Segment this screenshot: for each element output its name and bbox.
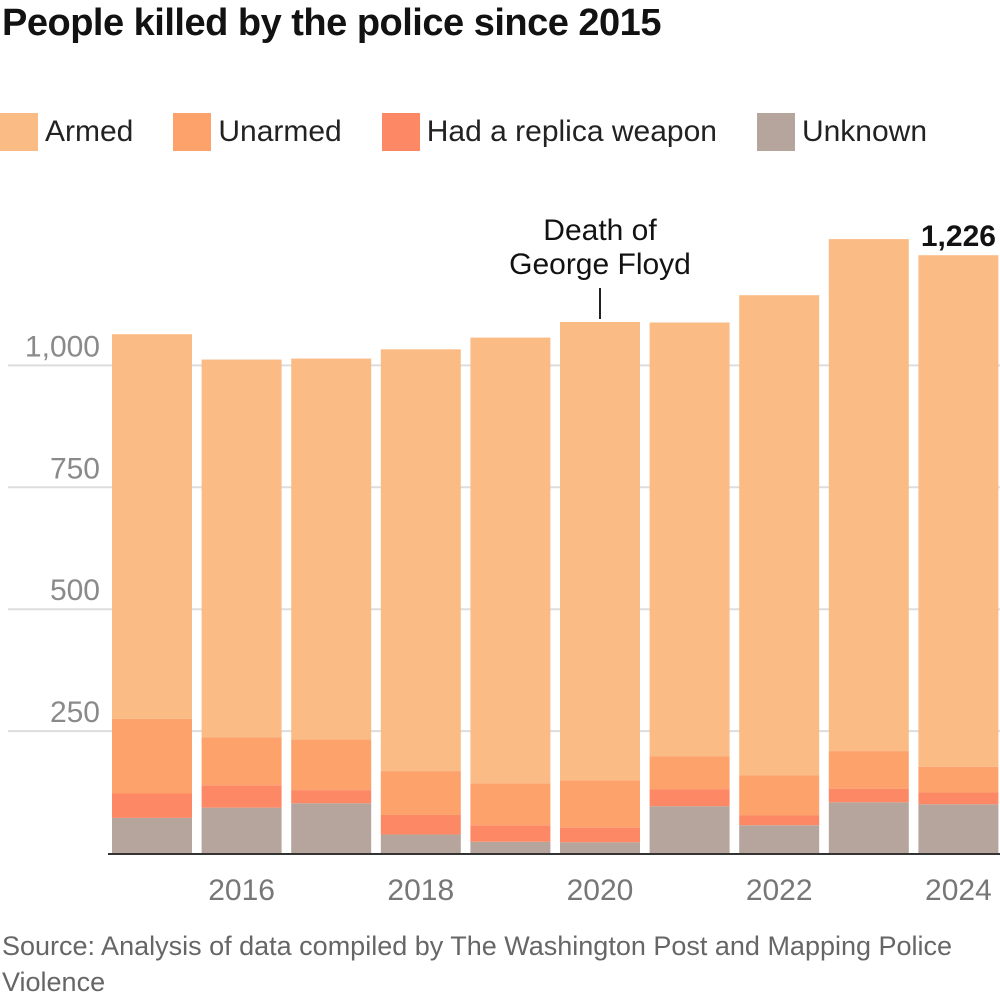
bar-segment-unarmed-2021	[649, 756, 730, 790]
bar-segment-unknown-2022	[739, 825, 820, 853]
bar-segment-had-a-replica-weapon-2021	[649, 789, 730, 807]
bar-segment-unknown-2023	[828, 802, 909, 853]
bar-segment-unknown-2016	[201, 807, 282, 853]
bar-segment-unarmed-2016	[201, 737, 282, 786]
bar-segment-unarmed-2015	[112, 718, 192, 794]
legend-item-unknown: Unknown	[756, 113, 928, 151]
bar-segment-unarmed-2018	[380, 771, 461, 815]
bar-segment-had-a-replica-weapon-2017	[291, 790, 372, 804]
bar-segment-armed-2023	[828, 239, 909, 752]
legend-label-armed: Armed	[45, 115, 134, 148]
bar-segment-unknown-2018	[380, 834, 461, 853]
bar-segment-armed-2018	[380, 349, 461, 772]
bar-segment-had-a-replica-weapon-2024	[918, 792, 999, 805]
annotation-text: Death of George Floyd	[509, 214, 691, 281]
chart-title: People killed by the police since 2015	[2, 2, 661, 44]
x-tick-label: 2018	[387, 874, 454, 907]
bar-segment-armed-2024	[918, 255, 999, 767]
x-tick-label: 2022	[746, 874, 813, 907]
bar-segment-unarmed-2024	[918, 766, 999, 793]
legend-label-unarmed: Unarmed	[218, 115, 342, 148]
bar-segment-unknown-2021	[649, 806, 730, 853]
bar-segment-unknown-2020	[560, 842, 640, 853]
legend-swatch-unknown	[756, 113, 795, 151]
legend-swatch-replica	[381, 113, 420, 151]
bar-segment-had-a-replica-weapon-2019	[470, 825, 551, 842]
source-note: Source: Analysis of data compiled by The…	[2, 931, 953, 997]
bar-segment-had-a-replica-weapon-2022	[739, 815, 820, 826]
legend: Armed Unarmed Had a replica weapon Unkno…	[0, 110, 927, 154]
y-tick-label: 750	[50, 452, 100, 485]
bar-segment-armed-2015	[112, 334, 192, 719]
bar-segment-armed-2021	[649, 322, 730, 757]
bar-segment-unknown-2019	[470, 841, 551, 853]
legend-label-replica: Had a replica weapon	[426, 115, 717, 148]
bar-segment-armed-2017	[291, 358, 372, 740]
bar-segment-unknown-2017	[291, 803, 372, 853]
legend-item-replica: Had a replica weapon	[381, 113, 717, 151]
bar-segment-unknown-2024	[918, 804, 999, 853]
bar-segment-had-a-replica-weapon-2016	[201, 785, 282, 808]
y-tick-label: 1,000	[25, 330, 100, 363]
y-tick-label: 500	[50, 574, 100, 607]
legend-swatch-unarmed	[173, 113, 212, 151]
bar-segment-armed-2022	[739, 295, 820, 776]
bar-total-label: 1,226	[921, 220, 996, 253]
bar-segment-had-a-replica-weapon-2018	[380, 814, 461, 835]
stacked-bar-chart: 250 500 750 1,000 2016 2018 2020 2022 2024 1,226 D…	[8, 214, 1000, 907]
bar-segment-had-a-replica-weapon-2020	[560, 827, 640, 843]
legend-item-unarmed: Unarmed	[173, 113, 342, 151]
y-tick-label: 250	[50, 696, 100, 729]
legend-swatch-armed	[0, 113, 38, 151]
bar-segment-unarmed-2022	[739, 775, 820, 816]
annotation-line: George Floyd	[509, 248, 691, 281]
bar-segment-unknown-2015	[112, 817, 192, 853]
bar-segment-armed-2016	[201, 359, 282, 738]
annotation-line: Death of	[543, 214, 657, 247]
bar-segment-unarmed-2019	[470, 783, 551, 826]
legend-item-armed: Armed	[0, 113, 133, 151]
x-tick-label: 2020	[567, 874, 634, 907]
bar-segment-had-a-replica-weapon-2015	[112, 793, 192, 818]
legend-label-unknown: Unknown	[801, 115, 928, 148]
bar-segment-unarmed-2020	[560, 780, 640, 828]
bar-segment-armed-2020	[560, 322, 640, 781]
bar-segment-unarmed-2017	[291, 739, 372, 791]
bar-segment-had-a-replica-weapon-2023	[828, 788, 909, 803]
bar-segment-armed-2019	[470, 337, 551, 784]
x-tick-label: 2024	[925, 874, 992, 907]
x-tick-label: 2016	[208, 874, 275, 907]
bar-segment-unarmed-2023	[828, 751, 909, 789]
